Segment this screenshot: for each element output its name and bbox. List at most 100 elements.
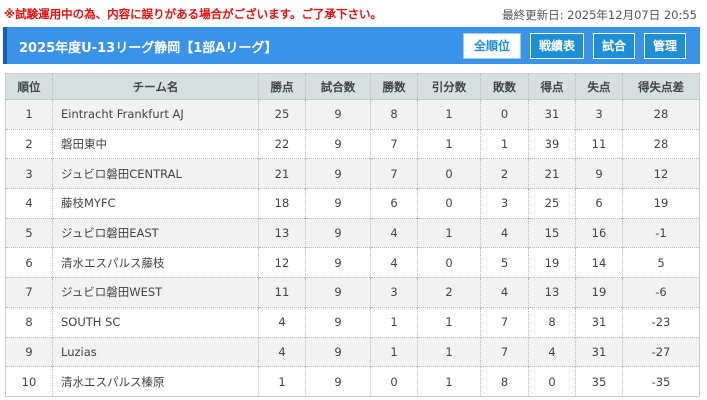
league-header: 2025年度U-13リーグ静岡【1部Aリーグ】 全順位 戦績表 試合 管理 <box>3 27 700 64</box>
team-name: ジュビロ磐田CENTRAL <box>52 158 259 189</box>
cell-4: 7 <box>370 128 418 159</box>
cell-4: 4 <box>370 217 418 248</box>
cell-2: 4 <box>258 336 306 367</box>
cell-6: 7 <box>480 336 529 367</box>
cell-6: 4 <box>480 277 529 308</box>
cell-5: 1 <box>417 217 481 248</box>
team-name: 清水エスパルス藤枝 <box>52 247 259 278</box>
cell-5: 1 <box>417 336 481 367</box>
cell-8: 35 <box>575 366 623 397</box>
all-standings-button[interactable]: 全順位 <box>462 33 521 59</box>
table-row: 9 Luzias 4 9 1 1 7 4 31 -27 <box>5 336 700 367</box>
column-header: 失点 <box>575 73 623 100</box>
table-row: 7 ジュビロ磐田WEST 11 9 3 2 4 13 19 -6 <box>5 277 700 308</box>
column-header: 勝点 <box>258 73 306 100</box>
team-name: 清水エスパルス榛原 <box>52 366 259 397</box>
cell-4: 3 <box>370 277 418 308</box>
cell-9: 28 <box>622 99 700 130</box>
page-title: 2025年度U-13リーグ静岡【1部Aリーグ】 <box>19 41 278 56</box>
column-header: 勝数 <box>370 73 418 100</box>
cell-8: 3 <box>575 99 623 130</box>
cell-4: 7 <box>370 158 418 189</box>
cell-8: 6 <box>575 188 623 219</box>
cell-8: 31 <box>575 336 623 367</box>
cell-2: 12 <box>258 247 306 278</box>
cell-4: 1 <box>370 306 418 337</box>
team-name: Eintracht Frankfurt AJ <box>52 99 259 130</box>
cell-0: 5 <box>5 217 53 248</box>
cell-0: 8 <box>5 306 53 337</box>
standings-table: 順位 チーム名 勝点 試合数 勝数 引分数 敗数 得点 失点 得失点差 1 Eintracht Fr… <box>5 73 700 397</box>
cell-6: 2 <box>480 158 529 189</box>
cell-9: -6 <box>622 277 700 308</box>
cell-4: 6 <box>370 188 418 219</box>
cell-2: 4 <box>258 306 306 337</box>
column-header: 引分数 <box>417 73 481 100</box>
column-header: チーム名 <box>52 73 259 100</box>
cell-9: -27 <box>622 336 700 367</box>
cell-2: 18 <box>258 188 306 219</box>
cell-6: 4 <box>480 217 529 248</box>
cell-3: 9 <box>305 306 371 337</box>
cell-5: 1 <box>417 99 481 130</box>
team-name: 藤枝MYFC <box>52 188 259 219</box>
cell-7: 19 <box>528 247 576 278</box>
cell-3: 9 <box>305 277 371 308</box>
cell-9: 5 <box>622 247 700 278</box>
cell-7: 15 <box>528 217 576 248</box>
cell-3: 9 <box>305 366 371 397</box>
cell-0: 10 <box>5 366 53 397</box>
last-updated: 最終更新日: 2025年12月07日 20:55 <box>502 8 697 22</box>
cell-7: 31 <box>528 99 576 130</box>
cell-5: 0 <box>417 188 481 219</box>
cell-2: 22 <box>258 128 306 159</box>
cell-2: 25 <box>258 99 306 130</box>
cell-5: 2 <box>417 277 481 308</box>
cell-0: 2 <box>5 128 53 159</box>
cell-4: 4 <box>370 247 418 278</box>
cell-0: 7 <box>5 277 53 308</box>
cell-4: 0 <box>370 366 418 397</box>
table-row: 4 藤枝MYFC 18 9 6 0 3 25 6 19 <box>5 188 700 219</box>
table-row: 1 Eintracht Frankfurt AJ 25 9 8 1 0 31 3 28 <box>5 99 700 130</box>
cell-3: 9 <box>305 128 371 159</box>
table-row: 2 磐田東中 22 9 7 1 1 39 11 28 <box>5 128 700 159</box>
table-row: 10 清水エスパルス榛原 1 9 0 1 8 0 35 -35 <box>5 366 700 397</box>
team-name: SOUTH SC <box>52 306 259 337</box>
cell-5: 1 <box>417 366 481 397</box>
cell-5: 1 <box>417 128 481 159</box>
cell-3: 9 <box>305 217 371 248</box>
cell-5: 0 <box>417 158 481 189</box>
cell-4: 1 <box>370 336 418 367</box>
cell-7: 13 <box>528 277 576 308</box>
cell-0: 3 <box>5 158 53 189</box>
admin-button[interactable]: 管理 <box>643 33 686 59</box>
cell-0: 1 <box>5 99 53 130</box>
cell-5: 0 <box>417 247 481 278</box>
cell-6: 5 <box>480 247 529 278</box>
team-name: Luzias <box>52 336 259 367</box>
cell-8: 14 <box>575 247 623 278</box>
team-name: ジュビロ磐田WEST <box>52 277 259 308</box>
cell-7: 21 <box>528 158 576 189</box>
disclaimer-notice: ※試験運用中の為、内容に誤りがある場合がございます。ご了承下さい。 <box>4 7 383 21</box>
matches-button[interactable]: 試合 <box>592 33 635 59</box>
cell-8: 9 <box>575 158 623 189</box>
cell-6: 8 <box>480 366 529 397</box>
cell-8: 16 <box>575 217 623 248</box>
cell-9: -1 <box>622 217 700 248</box>
cell-8: 31 <box>575 306 623 337</box>
column-header: 試合数 <box>305 73 371 100</box>
cell-6: 1 <box>480 128 529 159</box>
team-name: ジュビロ磐田EAST <box>52 217 259 248</box>
cell-7: 8 <box>528 306 576 337</box>
cell-3: 9 <box>305 247 371 278</box>
column-header: 得点 <box>528 73 576 100</box>
cell-5: 1 <box>417 306 481 337</box>
cell-3: 9 <box>305 99 371 130</box>
column-header: 順位 <box>5 73 53 100</box>
cell-9: 12 <box>622 158 700 189</box>
table-row: 5 ジュビロ磐田EAST 13 9 4 1 4 15 16 -1 <box>5 217 700 248</box>
results-table-button[interactable]: 戦績表 <box>529 33 584 59</box>
cell-6: 0 <box>480 99 529 130</box>
